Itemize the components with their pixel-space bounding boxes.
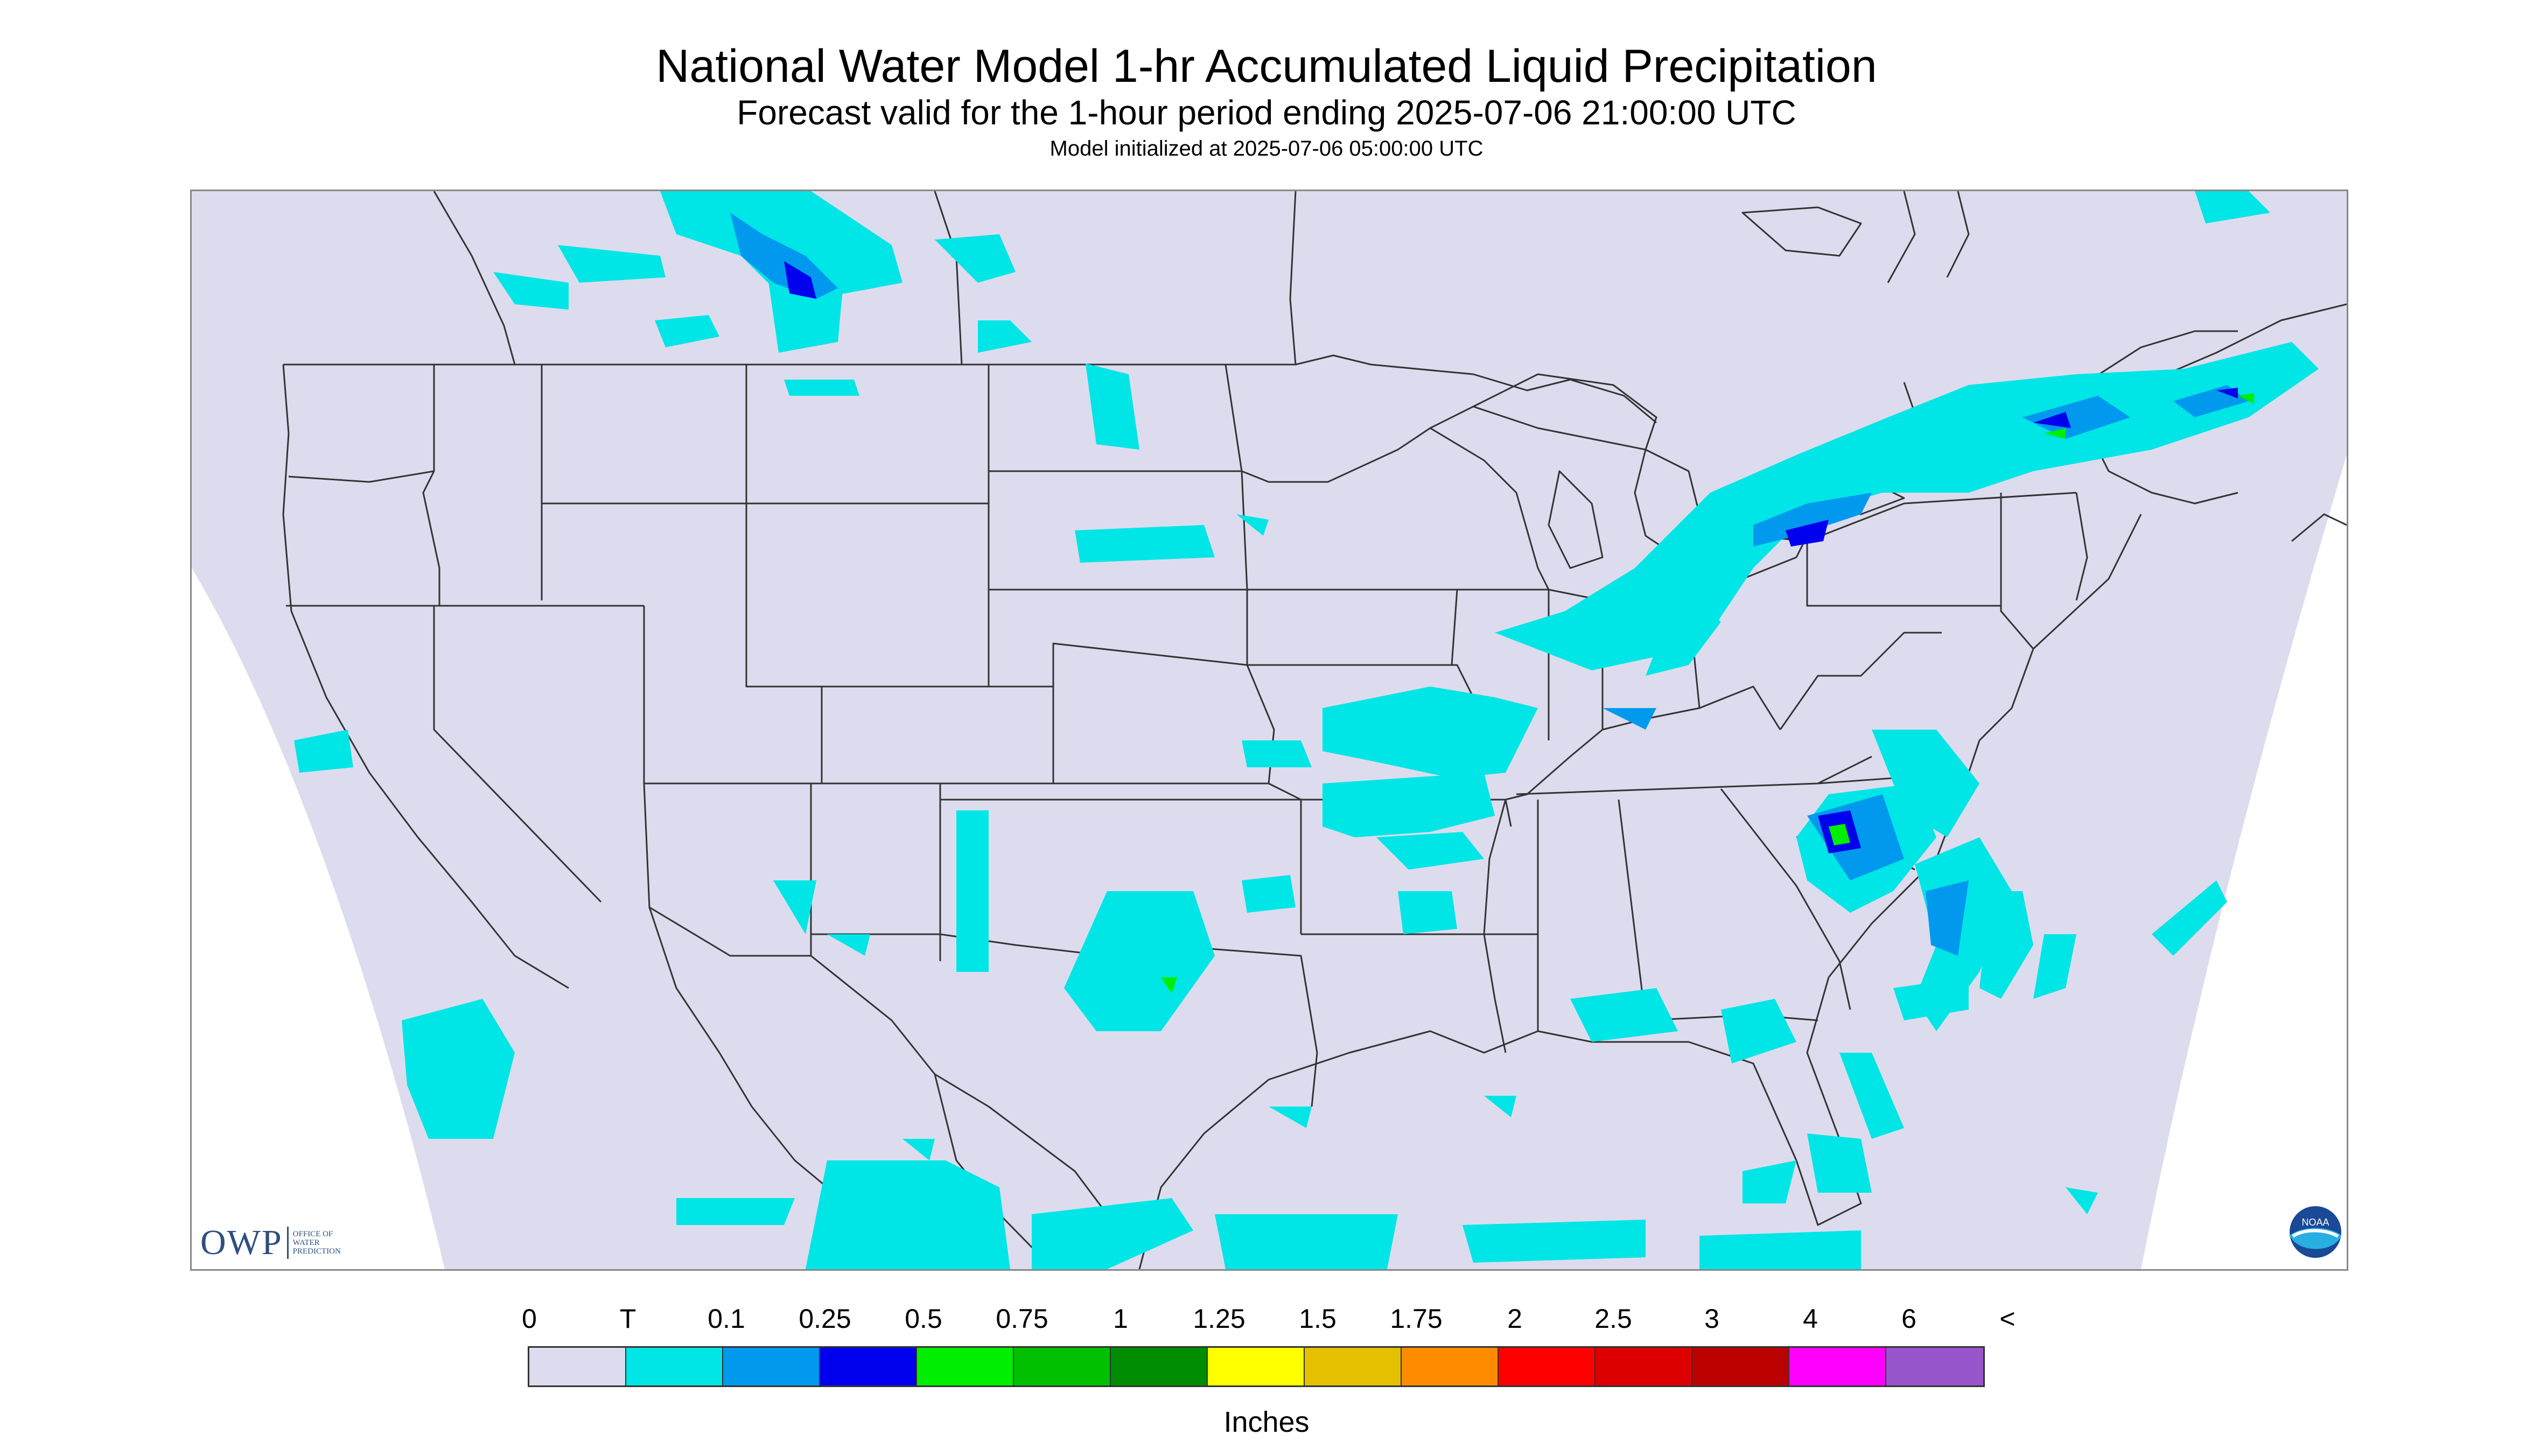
legend-label: 0.75 [996, 1304, 1048, 1334]
legend-swatch [1402, 1348, 1499, 1385]
legend-swatch [1499, 1348, 1596, 1385]
legend-swatch [1692, 1348, 1789, 1385]
legend-label: 1.75 [1390, 1304, 1443, 1334]
legend-swatch [1014, 1348, 1111, 1385]
legend-label: 2 [1507, 1304, 1522, 1334]
legend-swatch [529, 1348, 626, 1385]
owp-logo-text: OFFICE OF WATER PREDICTION [292, 1230, 341, 1256]
legend-swatch [820, 1348, 917, 1385]
model-domain [192, 191, 2347, 1269]
owp-logo-mark: OWP [200, 1223, 283, 1262]
legend-label: 0 [522, 1304, 537, 1334]
legend-label: 1.5 [1299, 1304, 1337, 1334]
legend-label: 6 [1901, 1304, 1916, 1334]
precipitation-legend [528, 1346, 1985, 1387]
legend-label: < [1999, 1304, 2016, 1334]
legend-swatch [626, 1348, 723, 1385]
owp-logo: OWP OFFICE OF WATER PREDICTION [200, 1221, 341, 1264]
precipitation-moderate [1161, 393, 2254, 993]
legend-label: 2.5 [1594, 1304, 1632, 1334]
legend-label: T [619, 1304, 636, 1334]
legend-swatch [1111, 1348, 1208, 1385]
model-init-text: Model initialized at 2025-07-06 05:00:00… [1049, 137, 1484, 160]
legend-label: 1.25 [1193, 1304, 1245, 1334]
legend-label: 3 [1704, 1304, 1719, 1334]
legend-swatch [1789, 1348, 1886, 1385]
legend-swatch [723, 1348, 820, 1385]
map-canvas [192, 191, 2347, 1269]
legend-swatch [1208, 1348, 1305, 1385]
legend-swatch [1886, 1348, 1983, 1385]
legend-swatch [917, 1348, 1014, 1385]
legend-label: 0.1 [708, 1304, 745, 1334]
legend-label: 1 [1113, 1304, 1128, 1334]
state-boundaries [282, 191, 2347, 1269]
legend-swatch [1596, 1348, 1692, 1385]
legend-label: 4 [1803, 1304, 1818, 1334]
map-subtitle: Forecast valid for the 1-hour period end… [737, 93, 1796, 132]
legend-label: 0.5 [905, 1304, 942, 1334]
precipitation-trace [294, 191, 2319, 1269]
units-label: Inches [1223, 1406, 1310, 1438]
svg-text:NOAA: NOAA [2301, 1217, 2329, 1228]
precipitation-map [190, 190, 2348, 1271]
legend-swatch [1305, 1348, 1402, 1385]
legend-label: 0.25 [799, 1304, 851, 1334]
noaa-logo: NOAA [2290, 1206, 2341, 1258]
map-title: National Water Model 1-hr Accumulated Li… [656, 40, 1877, 92]
